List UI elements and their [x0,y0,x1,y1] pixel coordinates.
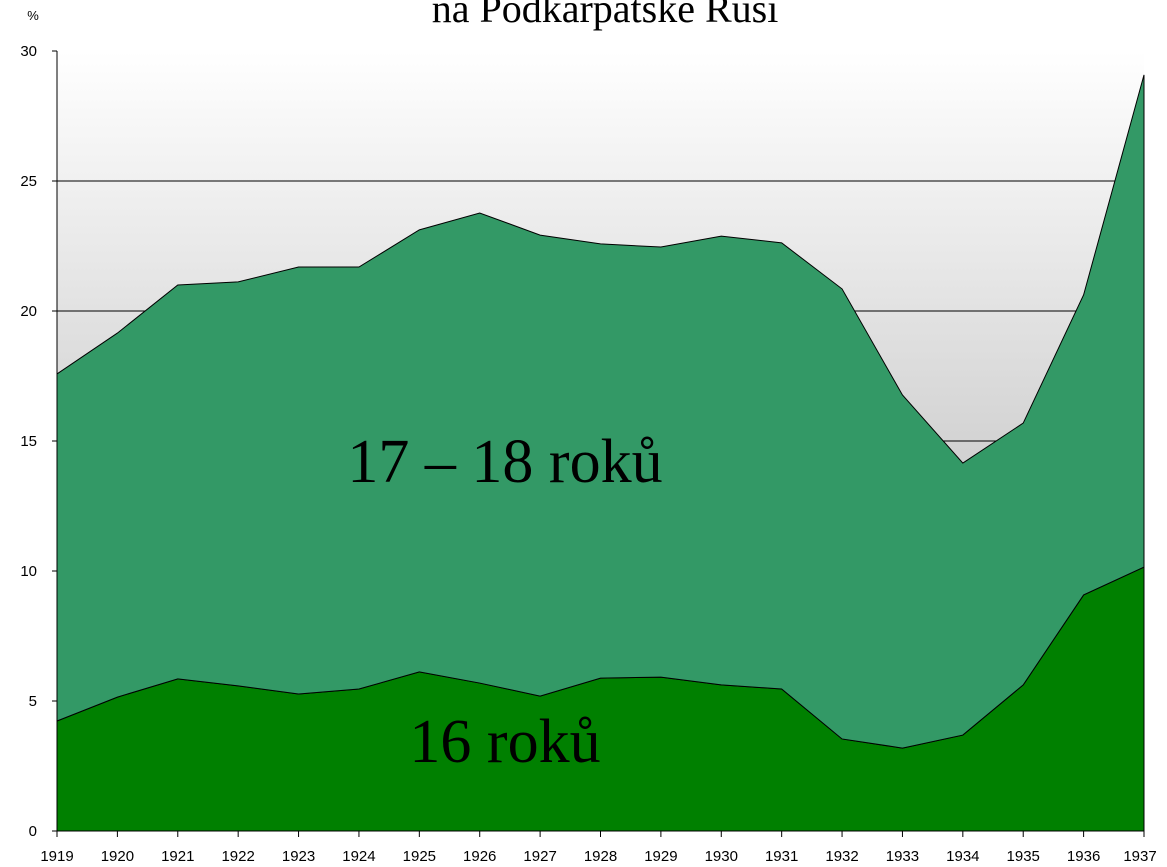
x-tick-label: 1933 [886,848,919,865]
x-tick-label: 1923 [282,848,315,865]
x-tick-label: 1931 [765,848,798,865]
y-tick-label: 5 [29,693,37,710]
x-tick-label: 1921 [161,848,194,865]
series-label: 16 roků [409,708,600,776]
series-label: 17 – 18 roků [347,428,662,496]
y-tick-label: 25 [20,173,37,190]
x-tick-label: 1920 [101,848,134,865]
x-tick-label: 1919 [40,848,73,865]
x-tick-label: 1926 [463,848,496,865]
x-tick-label: 1929 [644,848,677,865]
y-tick-label: 20 [20,303,37,320]
x-tick-label: 1935 [1007,848,1040,865]
x-tick-label: 1925 [403,848,436,865]
x-tick-label: 1928 [584,848,617,865]
y-axis-label: % [27,8,39,23]
area [56,74,1145,749]
x-tick-label: 1932 [825,848,858,865]
x-tick-label: 1924 [342,848,375,865]
x-tick-label: 1936 [1067,848,1100,865]
y-tick-label: 10 [20,563,37,580]
x-tick-label: 1922 [221,848,254,865]
y-tick-label: 0 [29,823,37,840]
x-tick-label: 1930 [705,848,738,865]
chart-title: na Podkarpatské Rusi [432,0,779,31]
x-tick-label: 1934 [946,848,979,865]
x-tick-label: 1937 [1123,848,1156,865]
x-tick-label: 1927 [523,848,556,865]
y-tick-label: 30 [20,43,37,60]
y-tick-label: 15 [20,433,37,450]
